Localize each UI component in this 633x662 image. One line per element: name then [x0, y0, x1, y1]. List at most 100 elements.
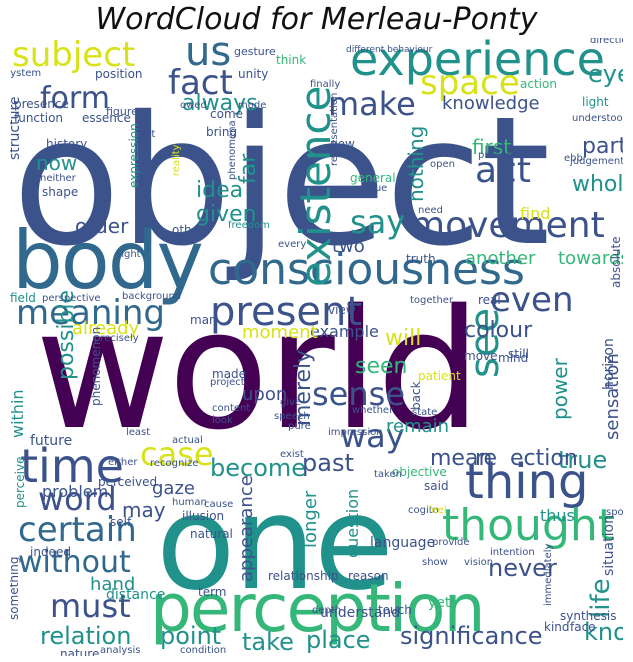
word-every: every [278, 239, 307, 250]
word-without: without [18, 545, 131, 580]
word-us: us [185, 38, 232, 75]
word-future: future [30, 433, 73, 449]
word-movement: movement [410, 205, 605, 246]
word-history: history [46, 137, 88, 151]
word-different-behaviour: different behaviour [346, 45, 433, 55]
word-case: case [140, 435, 214, 473]
word-term: term [198, 585, 227, 599]
word-taken: taken [374, 469, 402, 480]
word-truth: truth [406, 252, 436, 266]
word-think: think [276, 53, 307, 67]
word-either: either [108, 457, 138, 468]
word-feel: feel [428, 505, 447, 516]
word-hand: hand [90, 574, 136, 595]
word-sense: sense [312, 375, 405, 413]
word-remain: remain [386, 416, 450, 437]
word-still: still [508, 347, 529, 361]
word-action: action [520, 77, 557, 91]
word-need: need [418, 205, 443, 216]
word-man: man [190, 313, 217, 327]
word-owed: owed [180, 100, 207, 111]
word-moment: moment [242, 322, 318, 343]
word-sight: sight [116, 249, 141, 260]
word-figure: figure [106, 105, 138, 118]
word-re: re [475, 446, 498, 471]
word-perspective: perspective [42, 293, 101, 304]
word-understand: understand [320, 605, 401, 621]
word-real: real [478, 293, 501, 307]
word-problem: problem [42, 482, 109, 501]
word-act: act [475, 150, 531, 191]
word-self: self [110, 515, 132, 529]
word-exist: exist [280, 449, 304, 460]
word-value: value [360, 183, 388, 194]
word-project: project [210, 377, 245, 388]
word-part: part [582, 134, 623, 159]
word-experience: experience [350, 38, 605, 86]
word-finally: finally [310, 79, 341, 90]
word-body: body [12, 214, 204, 307]
word-depth: depth [312, 605, 342, 616]
word-longer: longer [300, 490, 321, 548]
word-precisely: precisely [94, 333, 139, 344]
word-understood: understood [572, 113, 623, 124]
word-ebb: ebb [564, 153, 583, 164]
word-place: place [306, 626, 371, 654]
word-mean: mean [430, 446, 493, 471]
word-show: show [422, 557, 448, 568]
word-together: together [410, 295, 454, 306]
word-whether: whether [352, 405, 394, 416]
word-one: one [156, 467, 394, 619]
word-object: object [12, 78, 551, 285]
word-find: find [520, 204, 551, 223]
word-least: least [126, 427, 151, 438]
word-appearance: appearance [236, 475, 257, 582]
word-cogito: cogito [408, 505, 439, 516]
word-form: form [40, 81, 110, 116]
word-knowledge: knowledge [442, 93, 540, 114]
word-function: function [14, 111, 64, 125]
word-whole: whole [572, 172, 623, 197]
word-world: world [35, 274, 481, 466]
word-background: background [122, 291, 182, 302]
word-question: question [343, 488, 362, 558]
word-cause: cause [204, 499, 234, 510]
word-intention: intention [490, 547, 535, 558]
word-expression: expression [127, 123, 141, 188]
word-system: system [10, 68, 42, 79]
word-synthesis: synthesis [560, 609, 617, 623]
word-said: said [424, 479, 449, 493]
word-language: language [370, 535, 436, 551]
word-judgement: judgement [570, 156, 623, 167]
word-condition: condition [180, 645, 227, 656]
word-significance: significance [400, 622, 543, 650]
word-know: know [584, 618, 623, 646]
word-another: another [465, 248, 536, 269]
word-neither: neither [40, 173, 76, 184]
word-given: given [196, 202, 257, 227]
word-open: open [430, 159, 455, 170]
word-seen: seen [355, 354, 408, 379]
word-point: point [160, 622, 222, 650]
word-relationship: relationship [268, 569, 339, 583]
word-distance: distance [106, 587, 166, 603]
word-kind: kind [544, 620, 570, 634]
word-set: set [140, 129, 156, 140]
word-content: content [212, 403, 251, 414]
word-word: word [38, 480, 117, 518]
word-certain: certain [18, 510, 137, 550]
word-first: first [472, 135, 512, 159]
word-relation: relation [40, 622, 132, 650]
word-provide: provide [432, 537, 470, 548]
word-view: view [328, 303, 356, 317]
word-time: time [20, 439, 124, 493]
word-touch: touch [378, 603, 412, 617]
word-idea: idea [196, 178, 244, 203]
word-thing: thing [465, 454, 589, 510]
word-freedom: freedom [228, 220, 270, 231]
word-nature: nature [60, 647, 100, 656]
word-perceive: perceive [13, 456, 27, 508]
word-way: way [340, 417, 405, 455]
word-spoke: spoke [606, 507, 623, 518]
